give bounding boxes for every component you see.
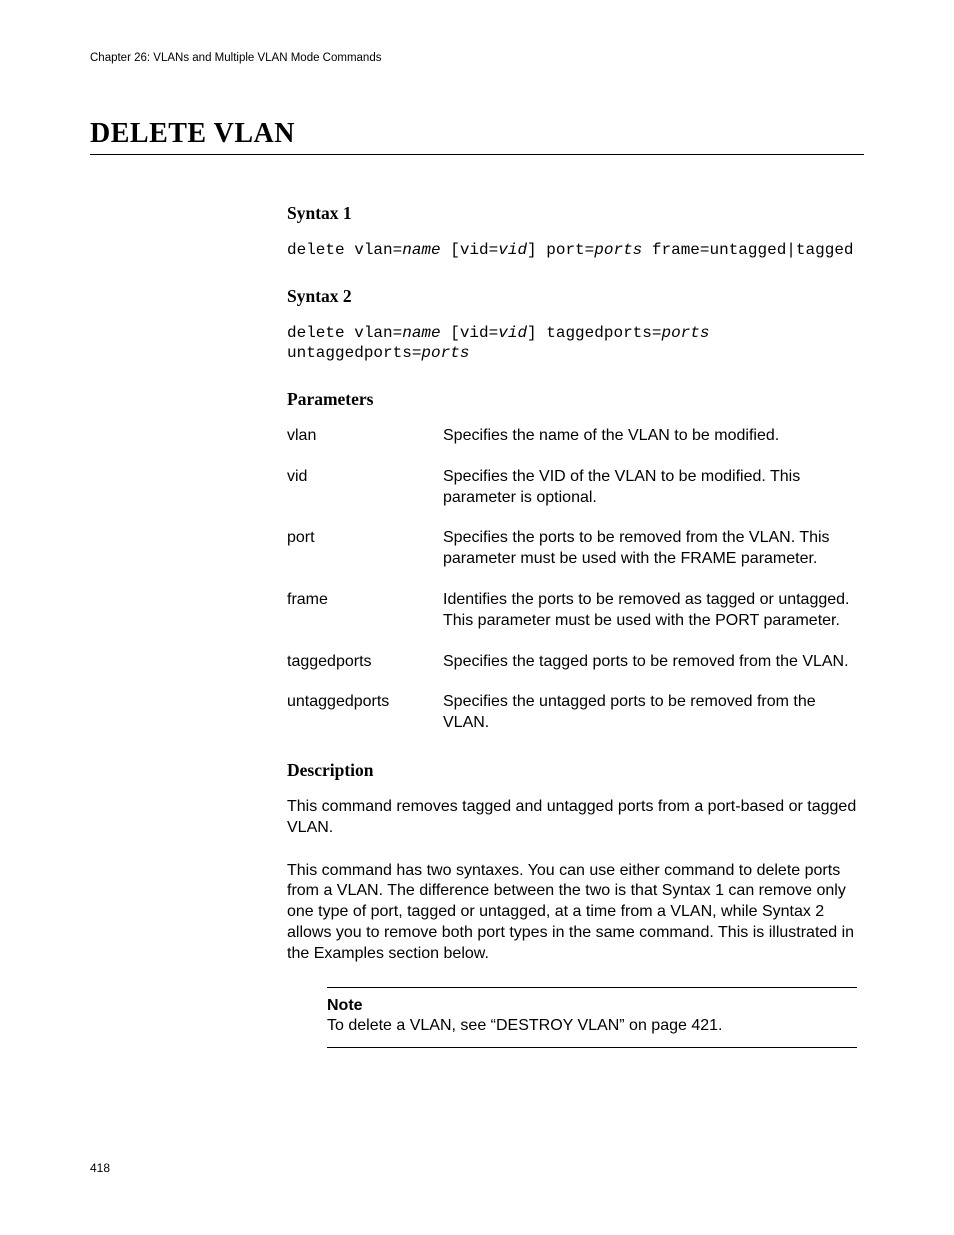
syntax2-heading: Syntax 2 (287, 286, 857, 307)
param-row: untaggedportsSpecifies the untagged port… (287, 692, 857, 734)
syntax1-heading: Syntax 1 (287, 203, 857, 224)
param-row: vidSpecifies the VID of the VLAN to be m… (287, 467, 857, 509)
parameters-table: vlanSpecifies the name of the VLAN to be… (287, 426, 857, 734)
param-row: vlanSpecifies the name of the VLAN to be… (287, 426, 857, 447)
parameters-heading: Parameters (287, 389, 857, 410)
param-name: vid (287, 467, 443, 488)
param-name: untaggedports (287, 692, 443, 713)
code-segment: name (402, 241, 440, 259)
param-name: taggedports (287, 652, 443, 673)
param-row: taggedportsSpecifies the tagged ports to… (287, 652, 857, 673)
content-block: Syntax 1 delete vlan=name [vid=vid] port… (287, 203, 857, 1048)
param-name: port (287, 528, 443, 549)
note-text: To delete a VLAN, see “DESTROY VLAN” on … (327, 1017, 722, 1034)
code-segment: delete vlan= (287, 241, 402, 259)
code-segment: ports (661, 324, 709, 342)
description-p2: This command has two syntaxes. You can u… (287, 861, 857, 965)
param-name: vlan (287, 426, 443, 447)
code-segment: [vid= (441, 324, 499, 342)
param-desc: Specifies the tagged ports to be removed… (443, 652, 857, 673)
code-segment: ] port= (527, 241, 594, 259)
page-title: DELETE VLAN (90, 118, 864, 155)
code-segment: ports (421, 344, 469, 362)
param-desc: Specifies the untagged ports to be remov… (443, 692, 857, 734)
param-name: frame (287, 590, 443, 611)
param-desc: Specifies the VID of the VLAN to be modi… (443, 467, 857, 509)
code-segment: vid (498, 241, 527, 259)
note-label: Note (327, 997, 363, 1014)
code-segment: [vid= (441, 241, 499, 259)
code-segment: delete vlan= (287, 324, 402, 342)
description-p1: This command removes tagged and untagged… (287, 797, 857, 839)
param-desc: Identifies the ports to be removed as ta… (443, 590, 857, 632)
code-segment: frame=untagged|tagged (642, 241, 853, 259)
description-heading: Description (287, 760, 857, 781)
param-row: portSpecifies the ports to be removed fr… (287, 528, 857, 570)
page-number: 418 (90, 1161, 110, 1175)
code-segment: ports (594, 241, 642, 259)
syntax1-code: delete vlan=name [vid=vid] port=ports fr… (287, 240, 857, 260)
code-segment: name (402, 324, 440, 342)
code-segment: ] taggedports= (527, 324, 661, 342)
running-header: Chapter 26: VLANs and Multiple VLAN Mode… (90, 52, 864, 64)
param-row: frameIdentifies the ports to be removed … (287, 590, 857, 632)
param-desc: Specifies the ports to be removed from t… (443, 528, 857, 570)
param-desc: Specifies the name of the VLAN to be mod… (443, 426, 857, 447)
code-segment: vid (498, 324, 527, 342)
note-box: Note To delete a VLAN, see “DESTROY VLAN… (327, 987, 857, 1049)
page: Chapter 26: VLANs and Multiple VLAN Mode… (0, 0, 954, 1048)
syntax2-code: delete vlan=name [vid=vid] taggedports=p… (287, 323, 857, 363)
